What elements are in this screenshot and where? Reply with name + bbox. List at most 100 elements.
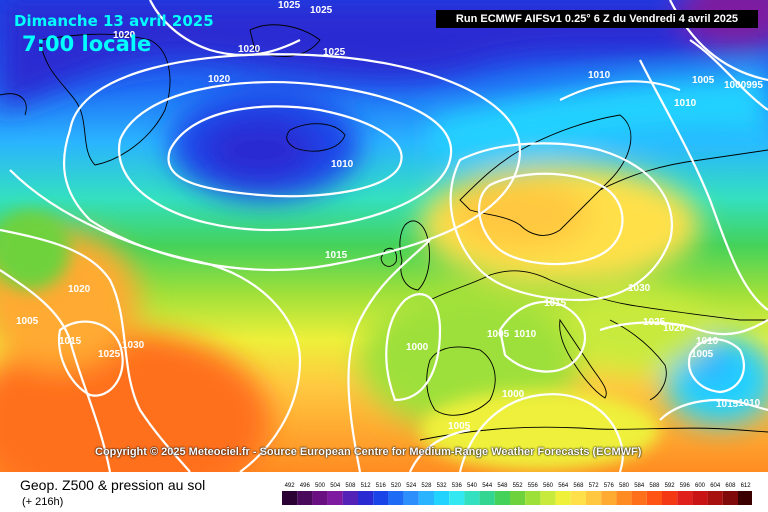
scale-swatch	[388, 491, 404, 505]
isobar-label: 1015	[544, 298, 567, 309]
scale-swatch	[282, 491, 298, 505]
isobar-label: 1010	[331, 159, 354, 170]
scale-tick-label: 584	[634, 483, 645, 489]
isobar-label: 1000	[406, 342, 429, 353]
scale-swatch	[464, 491, 480, 505]
isobar-label: 1015	[716, 399, 739, 410]
scale-tick-label: 540	[467, 483, 478, 489]
isobar-labels: 1025 1025 1020 1020 1025 1020 1010 1010 …	[16, 0, 763, 432]
scale-tick-label: 504	[330, 483, 341, 489]
scale-swatch	[510, 491, 526, 505]
scale-swatch	[540, 491, 556, 505]
scale-swatch	[631, 491, 647, 505]
scale-tick-label: 520	[391, 483, 402, 489]
scale-swatch	[418, 491, 434, 505]
scale-swatch	[494, 491, 510, 505]
scale-swatch	[342, 491, 358, 505]
scale-tick-label: 572	[589, 483, 600, 489]
copyright-text: Copyright © 2025 Meteociel.fr - Source E…	[95, 446, 642, 458]
scale-tick-label: 500	[315, 483, 326, 489]
scale-swatch	[312, 491, 328, 505]
scale-swatch	[570, 491, 586, 505]
scale-tick-label: 568	[573, 483, 584, 489]
scale-swatch	[434, 491, 450, 505]
isobar-label: 1005	[16, 316, 39, 327]
scale-swatch	[692, 491, 708, 505]
scale-swatch	[616, 491, 632, 505]
scale-swatch	[297, 491, 313, 505]
isobar-label: 1000995	[724, 80, 763, 91]
scale-swatch	[373, 491, 389, 505]
scale-tick-label: 524	[406, 483, 417, 489]
scale-tick-label: 608	[725, 483, 736, 489]
color-scale: 492 496 500 504 508 512 516 520 524 528 532 536 540 5…	[282, 483, 752, 505]
scale-tick-label: 560	[543, 483, 554, 489]
scale-tick-label: 596	[680, 483, 691, 489]
scale-tick-label: 548	[497, 483, 508, 489]
isobar-label: 1025	[278, 0, 301, 11]
isobar-label: 1020	[113, 30, 136, 41]
scale-tick-label: 580	[619, 483, 630, 489]
scale-tick-label: 612	[741, 483, 752, 489]
scale-tick-label: 532	[437, 483, 448, 489]
scale-swatch	[646, 491, 662, 505]
isobar-label: 1005	[487, 329, 510, 340]
scale-swatch	[358, 491, 374, 505]
forecast-map: 1025 1025 1020 1020 1025 1020 1010 1010 …	[0, 0, 768, 472]
isobar-label: 1020	[663, 323, 686, 334]
scale-swatch	[738, 491, 752, 505]
scale-tick-label: 508	[345, 483, 356, 489]
isobar-label: 1025	[310, 5, 333, 16]
scale-tick-label: 588	[649, 483, 660, 489]
isobar-label: 1030	[122, 340, 145, 351]
scale-tick-label: 536	[452, 483, 463, 489]
scale-tick-label: 576	[604, 483, 615, 489]
isobar-label: 1010	[674, 98, 697, 109]
scale-swatch	[525, 491, 541, 505]
geopotential-field: 1025 1025 1020 1020 1025 1020 1010 1010 …	[0, 0, 768, 472]
scale-tick-label: 492	[285, 483, 296, 489]
isobar-label: 1030	[628, 283, 651, 294]
scale-tick-label: 592	[665, 483, 676, 489]
scale-swatch	[586, 491, 602, 505]
isobar-label: 1015	[59, 336, 82, 347]
isobar-label: 1020	[208, 74, 231, 85]
isobar-label: 1010	[738, 398, 761, 409]
legend-title: Geop. Z500 & pression au sol	[20, 477, 206, 493]
isobar-label: 1010	[588, 70, 611, 81]
scale-tick-label: 528	[421, 483, 432, 489]
isobar-label: 1010	[696, 336, 719, 347]
scale-tick-label: 604	[710, 483, 721, 489]
scale-tick-label: 564	[558, 483, 569, 489]
legend-subtitle: (+ 216h)	[22, 496, 64, 508]
isobar-label: 1020	[68, 284, 91, 295]
scale-swatch	[601, 491, 617, 505]
forecast-date: Dimanche 13 avril 2025	[14, 12, 214, 30]
scale-swatch	[327, 491, 343, 505]
isobar-label: 1005	[448, 421, 471, 432]
isobar-label: 1005	[691, 349, 714, 360]
legend-bar: Geop. Z500 & pression au sol (+ 216h) 49…	[0, 472, 768, 512]
scale-tick-label: 552	[513, 483, 524, 489]
scale-swatch	[449, 491, 465, 505]
isobar-label: 1025	[323, 47, 346, 58]
scale-tick-label: 496	[300, 483, 311, 489]
isobar-label: 1005	[692, 75, 715, 86]
scale-swatch	[662, 491, 678, 505]
isobar-label: 1020	[238, 44, 261, 55]
isobar-label: 1000	[502, 389, 525, 400]
isobar-label: 1010	[514, 329, 537, 340]
forecast-hour: 7:00 locale	[22, 32, 152, 56]
scale-swatch	[403, 491, 419, 505]
run-info: Run ECMWF AIFSv1 0.25° 6 Z du Vendredi 4…	[436, 10, 758, 28]
scale-tick-label: 516	[376, 483, 387, 489]
scale-tick-label: 512	[361, 483, 372, 489]
isobar-label: 1015	[325, 250, 348, 261]
scale-swatch	[722, 491, 738, 505]
scale-swatch	[479, 491, 495, 505]
scale-swatch	[677, 491, 693, 505]
scale-swatch	[555, 491, 571, 505]
scale-tick-label: 556	[528, 483, 539, 489]
scale-tick-label: 600	[695, 483, 706, 489]
scale-tick-label: 544	[482, 483, 493, 489]
